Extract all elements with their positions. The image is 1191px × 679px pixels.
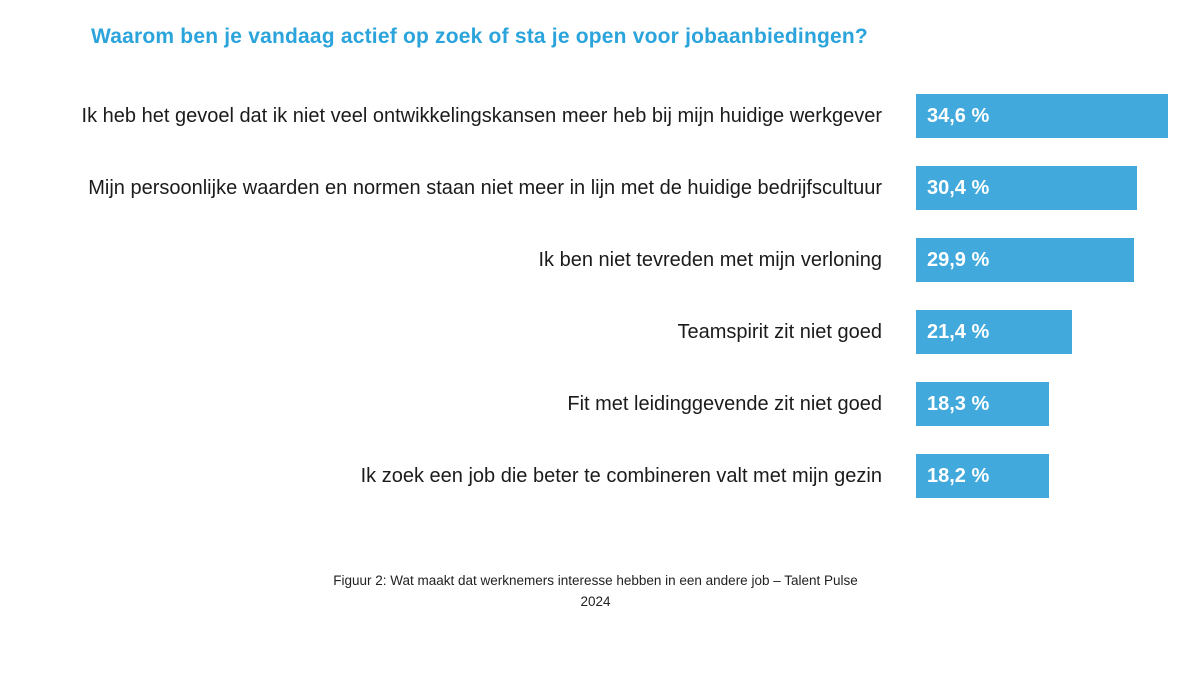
- figure-caption-line2: 2024: [580, 594, 611, 609]
- chart-title: Waarom ben je vandaag actief op zoek of …: [91, 25, 868, 48]
- bar-row: Ik zoek een job die beter te combineren …: [0, 454, 1191, 498]
- bar: 30,4 %: [916, 166, 1137, 210]
- value-label: 30,4 %: [927, 176, 990, 199]
- bar-row: Mijn persoonlijke waarden en normen staa…: [0, 166, 1191, 210]
- bar: 18,2 %: [916, 454, 1049, 498]
- bar: 34,6 %: [916, 94, 1168, 138]
- figure-caption-line1: Figuur 2: Wat maakt dat werknemers inter…: [333, 573, 858, 588]
- figure-caption: Figuur 2: Wat maakt dat werknemers inter…: [0, 570, 1191, 612]
- value-label: 29,9 %: [927, 248, 990, 271]
- bar: 29,9 %: [916, 238, 1134, 282]
- bar-rows: Ik heb het gevoel dat ik niet veel ontwi…: [0, 94, 1191, 498]
- bar-row: Fit met leidinggevende zit niet goed 18,3…: [0, 382, 1191, 426]
- value-label: 18,3 %: [927, 392, 990, 415]
- value-label: 34,6 %: [927, 104, 990, 127]
- bar-row: Ik ben niet tevreden met mijn verloning 2…: [0, 238, 1191, 282]
- bar: 21,4 %: [916, 310, 1072, 354]
- bar-row: Ik heb het gevoel dat ik niet veel ontwi…: [0, 94, 1191, 138]
- bar: 18,3 %: [916, 382, 1049, 426]
- category-label: Mijn persoonlijke waarden en normen staa…: [88, 176, 882, 199]
- category-label: Ik heb het gevoel dat ik niet veel ontwi…: [81, 104, 882, 127]
- category-label: Fit met leidinggevende zit niet goed: [567, 392, 882, 415]
- bar-row: Teamspirit zit niet goed 21,4 %: [0, 310, 1191, 354]
- value-label: 18,2 %: [927, 464, 990, 487]
- category-label: Ik zoek een job die beter te combineren …: [360, 464, 882, 487]
- category-label: Teamspirit zit niet goed: [677, 320, 882, 343]
- value-label: 21,4 %: [927, 320, 990, 343]
- category-label: Ik ben niet tevreden met mijn verloning: [538, 248, 882, 271]
